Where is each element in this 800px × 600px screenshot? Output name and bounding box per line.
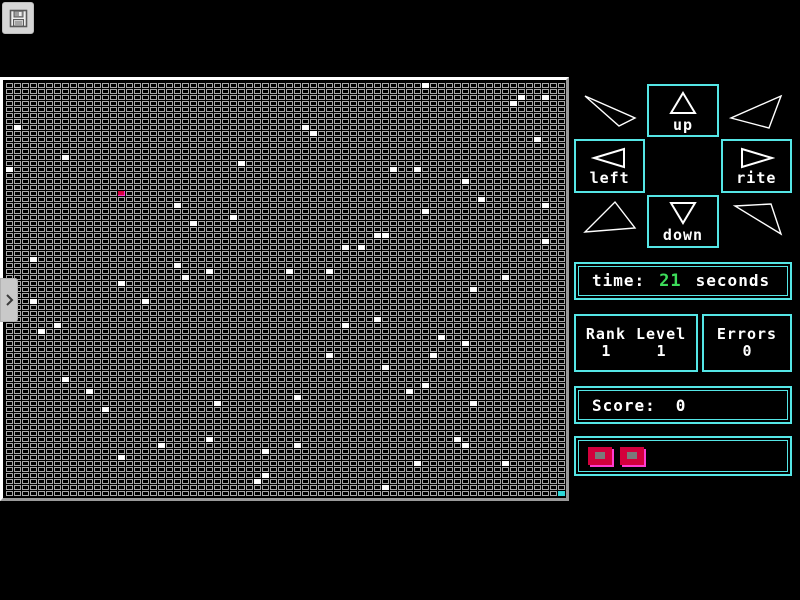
dpad-label-down: down: [662, 226, 704, 245]
sidebar-expand-handle[interactable]: [0, 278, 18, 322]
time-panel: time: 21 seconds: [574, 262, 792, 300]
level-label: Level: [635, 325, 687, 343]
time-unit: seconds: [695, 271, 771, 290]
game-board-canvas[interactable]: [6, 83, 566, 498]
dpad-cell-up-left[interactable]: [574, 84, 646, 138]
errors-value: 0: [742, 342, 752, 360]
time-label: time:: [592, 271, 646, 290]
stats-row: Rank 1 Level 1 Errors 0: [574, 314, 792, 372]
dpad-cell-down-left[interactable]: [574, 194, 646, 248]
dpad-cell-left[interactable]: left: [574, 139, 646, 193]
lives-panel: [574, 436, 792, 476]
game-board[interactable]: [6, 83, 566, 498]
chevron-right-icon: [5, 293, 14, 307]
time-value: 21: [659, 271, 682, 291]
rank-label: Rank: [585, 325, 626, 343]
dpad-cell-up[interactable]: up: [647, 84, 719, 138]
triangle-up-left-icon: [579, 88, 641, 132]
errors-panel: Errors 0: [702, 314, 792, 372]
level-stat: Level 1: [636, 326, 686, 360]
save-button[interactable]: [2, 2, 34, 34]
floppy-disk-save-icon: [9, 9, 28, 28]
dpad-cell-center[interactable]: [647, 139, 719, 193]
errors-label: Errors: [716, 325, 778, 343]
level-value: 1: [656, 342, 666, 360]
game-board-frame: [0, 77, 569, 501]
dpad-cell-down-rite[interactable]: [720, 194, 792, 248]
rank-stat: Rank 1: [586, 326, 626, 360]
dpad-label-left: left: [589, 168, 630, 187]
triangle-up-icon: [668, 90, 698, 116]
dpad-cell-rite[interactable]: rite: [720, 139, 792, 193]
life-icon: [620, 447, 644, 465]
dpad-cell-down[interactable]: down: [647, 194, 719, 248]
score-label: Score:: [592, 395, 656, 415]
score-value: 0: [675, 395, 686, 415]
triangle-down-icon: [668, 200, 698, 226]
triangle-down-left-icon: [579, 198, 641, 242]
errors-stat: Errors 0: [717, 326, 777, 360]
score-panel: Score: 0: [574, 386, 792, 424]
triangle-left-icon: [590, 147, 629, 169]
dpad-cell-up-rite[interactable]: [720, 84, 792, 138]
triangle-right-icon: [737, 147, 776, 169]
rank-value: 1: [601, 342, 611, 360]
life-icon: [588, 447, 612, 465]
dpad-label-up: up: [672, 115, 694, 134]
direction-pad: up left: [574, 84, 792, 248]
dpad-label-rite: rite: [736, 168, 777, 187]
rank-level-panel: Rank 1 Level 1: [574, 314, 698, 372]
toolbar: [0, 0, 800, 34]
triangle-down-right-icon: [725, 198, 787, 242]
triangle-up-right-icon: [725, 88, 787, 132]
lives-row: [576, 447, 644, 465]
